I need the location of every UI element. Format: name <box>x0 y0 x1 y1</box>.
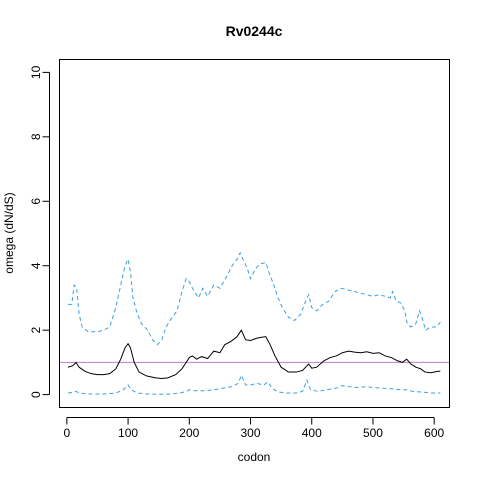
x-tick-label: 0 <box>64 426 71 440</box>
chart-title: Rv0244c <box>226 23 283 39</box>
x-tick-label: 300 <box>241 426 261 440</box>
series-line-1 <box>67 329 441 380</box>
x-tick-label: 500 <box>363 426 383 440</box>
y-axis: 0 2 4 6 8 10 <box>29 65 50 398</box>
x-tick-label: 100 <box>118 426 138 440</box>
x-tick-label: 200 <box>179 426 199 440</box>
series-line-3 <box>68 373 441 395</box>
y-tick-label: 4 <box>29 262 43 269</box>
y-tick-label: 10 <box>29 65 43 79</box>
y-tick-label: 0 <box>29 391 43 398</box>
series-line-2 <box>68 251 441 346</box>
y-tick-label: 2 <box>29 327 43 334</box>
x-axis: 0 100 200 300 400 500 600 <box>64 417 445 440</box>
x-tick-label: 600 <box>424 426 444 440</box>
plot-frame <box>59 59 450 408</box>
x-tick-label: 400 <box>302 426 322 440</box>
x-axis-label: codon <box>238 450 271 464</box>
y-tick-label: 8 <box>29 133 43 140</box>
plot-area <box>59 251 450 395</box>
y-axis-label: omega (dN/dS) <box>2 192 16 273</box>
y-tick-label: 6 <box>29 198 43 205</box>
